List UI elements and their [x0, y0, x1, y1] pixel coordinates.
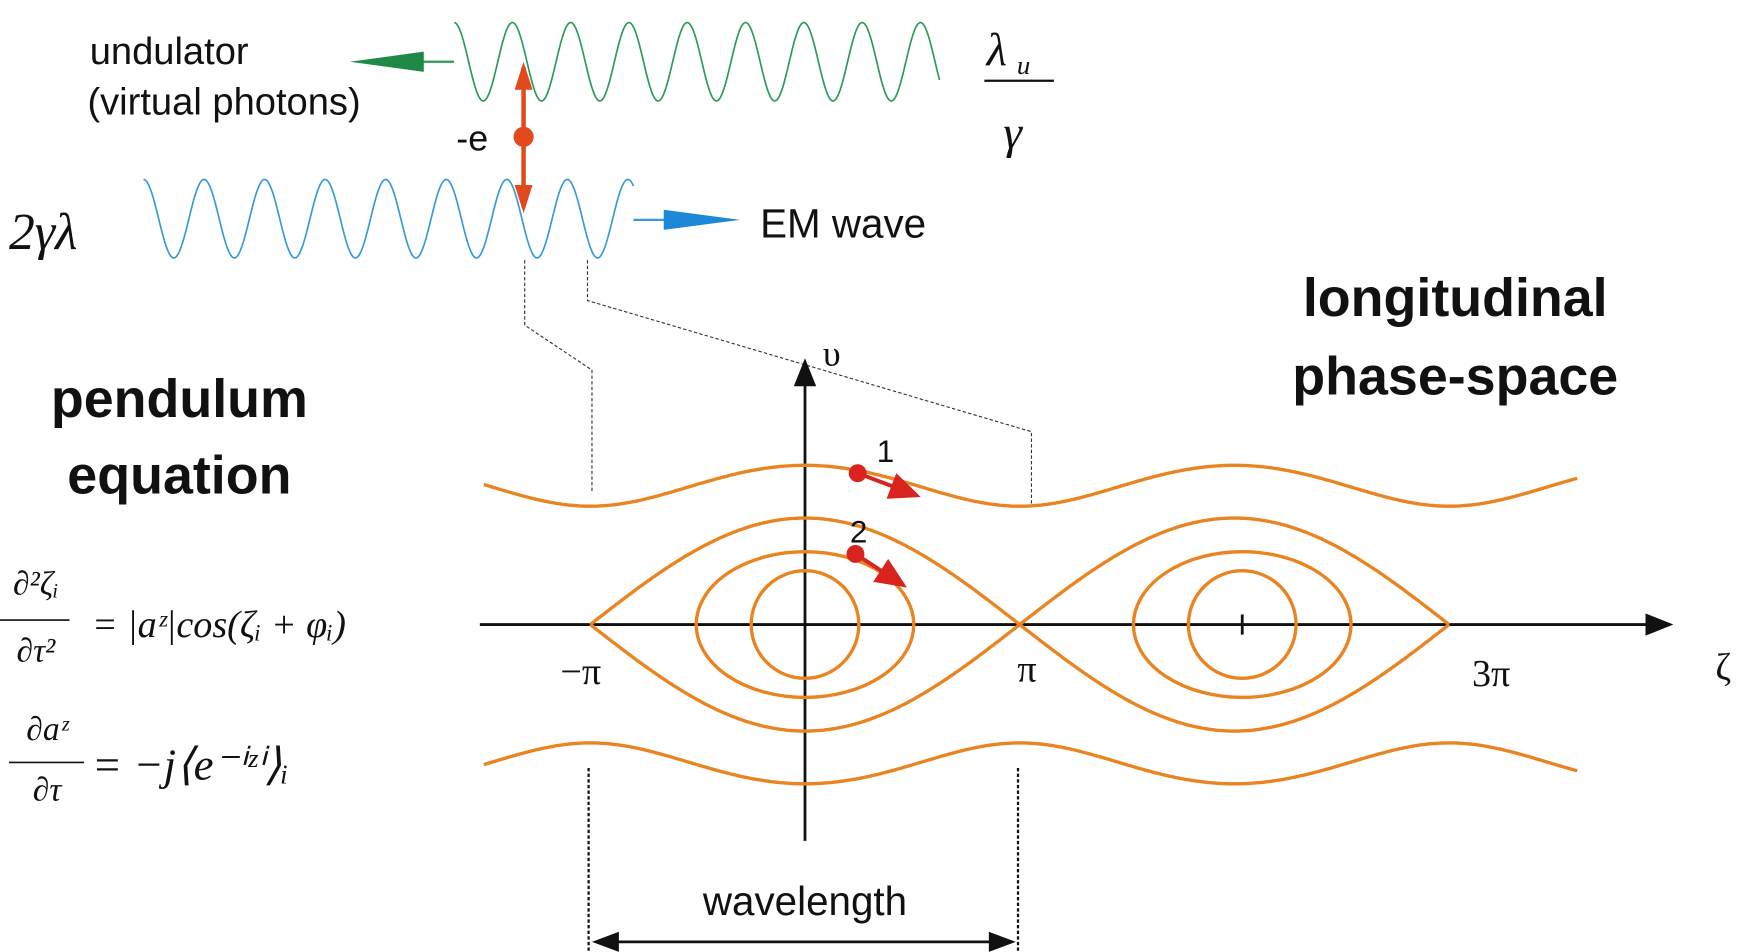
particle-label: 2 — [850, 515, 867, 550]
green-arrowhead — [350, 52, 424, 72]
particle-label: 1 — [877, 434, 894, 469]
electron — [513, 127, 533, 147]
wavelength-label: wavelength — [702, 878, 907, 924]
particle — [849, 464, 867, 482]
wave — [144, 179, 634, 257]
phase-curve — [590, 518, 1449, 625]
arrowhead — [592, 932, 619, 952]
gamma: γ — [1003, 107, 1023, 159]
x-axis-label: ζ — [1715, 646, 1731, 688]
pendulum-title: pendulum — [51, 369, 308, 429]
equation-numerator: ∂²ζᵢ — [13, 565, 59, 602]
virtual-photons-label: (virtual photons) — [87, 81, 360, 123]
equation-rhs: = |aᶻ|cos(ζᵢ + φᵢ) — [92, 604, 346, 646]
phase-space-title: longitudinal — [1303, 268, 1608, 328]
lambda-u-sub: u — [1017, 50, 1030, 80]
tick-label: 3π — [1472, 653, 1510, 695]
tick-label: π — [1017, 649, 1036, 691]
electron-label: -e — [456, 118, 488, 158]
phase-curve — [484, 743, 1577, 784]
phase-space-title: phase-space — [1292, 347, 1618, 407]
diagram: undulator (virtual photons) λ u γ -e 2γλ… — [0, 0, 1749, 952]
equation-denominator: ∂τ² — [17, 633, 57, 670]
blue-arrowhead — [664, 210, 740, 230]
equation-rhs: = −j⟨e⁻ⁱᶻⁱ⟩ᵢ — [92, 739, 289, 789]
phase-curve — [484, 465, 1577, 506]
arrowhead — [989, 932, 1016, 952]
em-wavelength: 2γλ — [9, 204, 77, 261]
equation-denominator: ∂τ — [33, 772, 64, 809]
pendulum-title: equation — [67, 445, 291, 505]
projection-line — [587, 260, 1031, 504]
undulator-label: undulator — [90, 31, 249, 73]
em-wave-label: EM wave — [760, 201, 926, 247]
projection-line — [525, 260, 592, 493]
tick-label: −π — [560, 651, 601, 693]
equation-numerator: ∂aᶻ — [26, 711, 69, 748]
y-axis-label: υ — [823, 334, 841, 374]
lambda-u: λ — [985, 24, 1007, 76]
